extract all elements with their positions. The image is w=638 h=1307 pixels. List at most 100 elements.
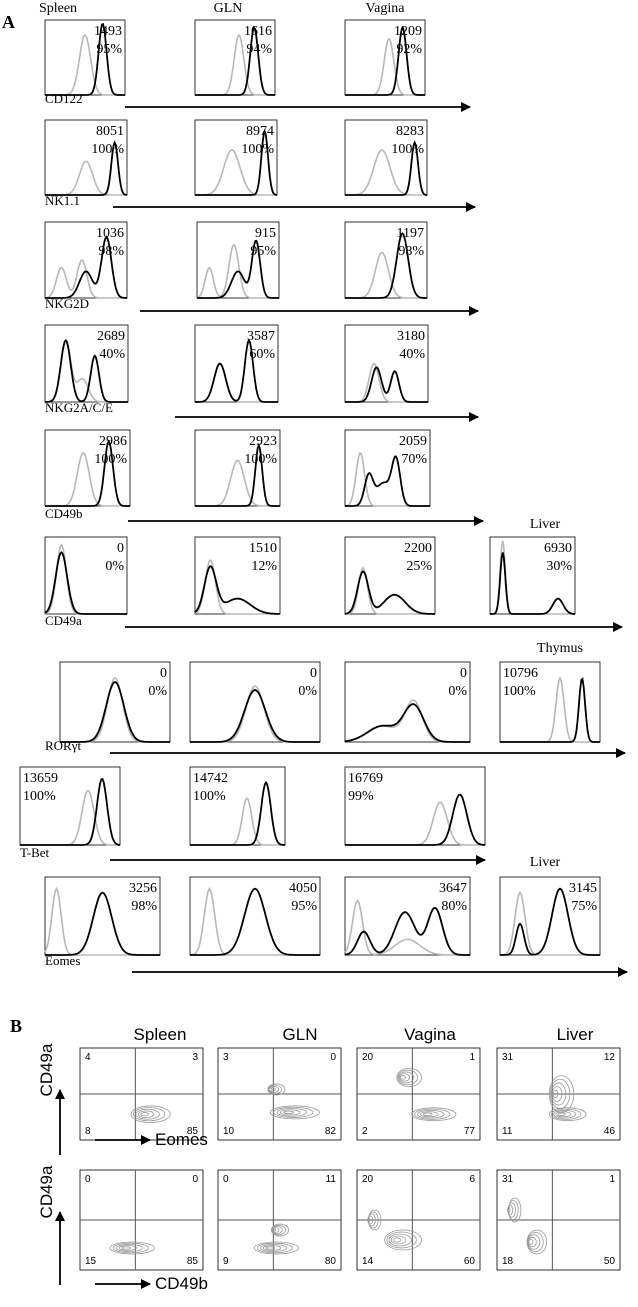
contour [528,1236,537,1248]
quadrant-value: 9 [223,1256,229,1267]
marker-label: NKG2D [45,296,89,311]
contour [548,1075,575,1113]
mfi-value: 2059 [399,434,427,449]
contour [280,1109,301,1116]
contour [256,1242,293,1254]
mfi-value: 16769 [348,771,383,786]
isotype-curve [344,898,470,956]
column-header: Spleen [39,1,77,16]
mfi-value: 2689 [97,329,125,344]
contour [527,1234,541,1250]
column-header: Thymus [537,641,583,656]
percent-value: 94% [246,42,272,57]
contour [386,1231,417,1249]
column-header: GLN [283,1025,318,1044]
stain-curve [20,777,121,846]
mfi-value: 1493 [94,24,122,39]
percent-value: 95% [291,899,317,914]
contour [398,1071,414,1084]
quadrant-value: 85 [187,1126,199,1137]
quadrant-value: 18 [502,1256,514,1267]
mfi-value: 8051 [96,124,124,139]
quadrant-value: 1 [469,1052,475,1063]
stain-curve [44,551,127,615]
quadrant-value: 1 [609,1174,615,1185]
contour [269,1105,320,1120]
quadrant-value: 85 [187,1256,199,1267]
isotype-curve [196,243,279,299]
column-header: Spleen [134,1025,187,1044]
histogram-box [44,536,128,615]
quadrant-value: 80 [325,1256,337,1267]
percent-value: 100% [91,142,124,157]
x-axis-label: Eomes [155,1130,208,1149]
mfi-value: 0 [460,666,467,681]
percent-value: 100% [244,452,277,467]
percent-value: 99% [348,789,374,804]
percent-value: 100% [503,684,536,699]
percent-value: 30% [546,559,572,574]
contour [253,1241,299,1255]
contour [420,1111,439,1118]
contour [400,1075,407,1080]
isotype-curve [345,801,485,846]
percent-value: 25% [406,559,432,574]
stain-curve [45,140,128,196]
marker-label: CD49a [45,613,82,628]
quadrant-value: 82 [325,1126,337,1137]
percent-value: 12% [251,559,277,574]
percent-value: 80% [441,899,467,914]
mfi-value: 1197 [397,226,424,241]
contour [526,1229,548,1255]
contour [399,1073,411,1082]
quadrant-value: 50 [604,1256,616,1267]
mfi-value: 0 [117,541,124,556]
contour [140,1112,149,1117]
contour [273,1106,314,1118]
percent-value: 0% [448,684,467,699]
percent-value: 60% [249,347,275,362]
contour [411,1107,457,1122]
quadrant-value: 0 [192,1174,198,1185]
mfi-value: 0 [160,666,167,681]
contour [414,1108,451,1120]
isotype-curve [195,362,278,403]
contour [118,1245,137,1251]
percent-value: 70% [401,452,427,467]
y-axis-label: CD49a [37,1165,56,1218]
contour [550,1108,582,1120]
percent-value: 100% [193,789,226,804]
stain-curve [45,235,127,299]
marker-label: T-Bet [20,845,50,860]
x-axis-label: CD49b [155,1274,208,1293]
quadrant-value: 3 [192,1052,198,1063]
contour [368,1209,382,1231]
percent-value: 100% [23,789,56,804]
column-header: Vagina [366,1,406,16]
contour [397,1069,418,1086]
quadrant-value: 20 [362,1174,374,1185]
marker-label: CD122 [45,91,83,106]
stain-curve [190,780,286,846]
quadrant-value: 10 [223,1126,235,1137]
mfi-value: 2200 [404,541,432,556]
mfi-value: 8974 [246,124,274,139]
contour [130,1105,171,1123]
percent-value: 40% [399,347,425,362]
stain-curve [190,887,320,956]
percent-value: 0% [148,684,167,699]
stain-curve [344,703,470,743]
contour [551,1086,563,1102]
marker-label: NK1.1 [45,193,80,208]
stain-curve [345,793,486,846]
contour [396,1067,422,1088]
mfi-value: 3647 [439,881,467,896]
contour [262,1245,282,1251]
quadrant-value: 60 [464,1256,476,1267]
quadrant-value: 0 [85,1174,91,1185]
marker-label: RORγt [45,738,81,753]
percent-value: 92% [396,42,422,57]
quadrant-value: 11 [326,1174,337,1185]
mfi-value: 2923 [249,434,277,449]
contour [265,1246,276,1250]
